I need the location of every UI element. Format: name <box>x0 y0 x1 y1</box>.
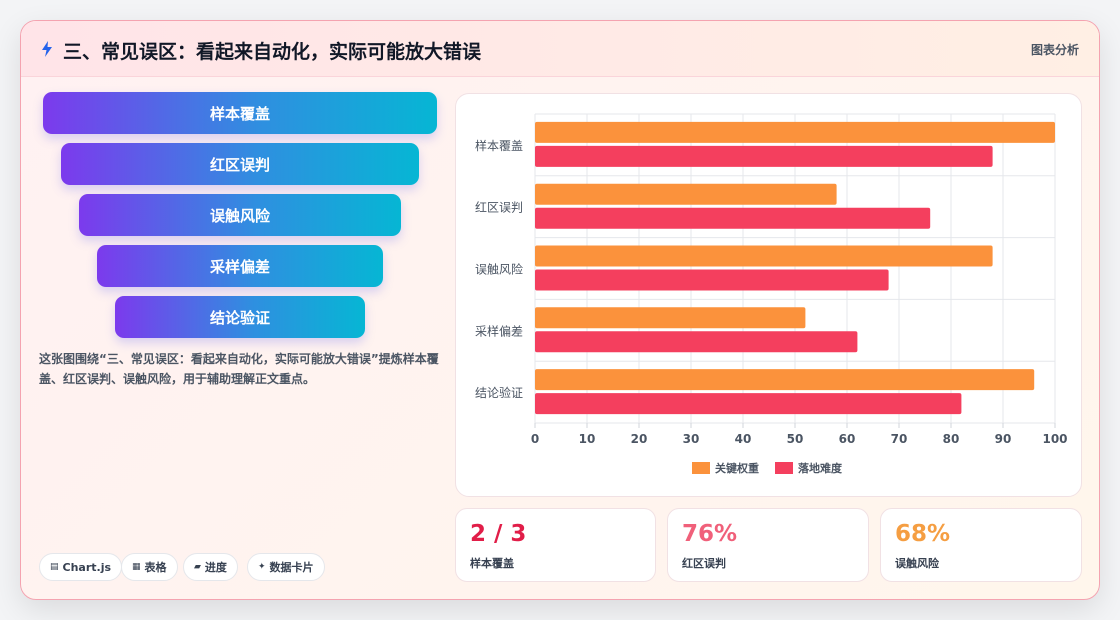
chip-label: 表格 <box>144 561 167 574</box>
y-tick-label: 误触风险 <box>475 262 523 277</box>
header-bar: 三、常见误区：看起来自动化，实际可能放大错误 图表分析 <box>21 21 1099 77</box>
bar-key-weight <box>535 183 837 205</box>
bar-key-weight <box>535 307 806 329</box>
funnel-step-1: 样本覆盖 <box>43 92 437 134</box>
x-tick-label: 0 <box>531 432 539 446</box>
stat-value: 76% <box>682 521 738 547</box>
chart-analysis-tag: 图表分析 <box>1030 43 1079 57</box>
stat-value: 2 / 3 <box>470 521 527 547</box>
y-tick-label: 样本覆盖 <box>475 138 523 153</box>
legend-label: 关键权重 <box>715 461 759 475</box>
stat-card-3: 68% 误触风险 <box>880 508 1082 582</box>
chip-label: 数据卡片 <box>269 561 314 574</box>
sparkle-icon: ✦ <box>258 562 266 572</box>
funnel-step-5: 结论验证 <box>115 296 365 338</box>
chip-data-card[interactable]: ✦ 数据卡片 <box>247 553 325 581</box>
lightning-icon <box>42 41 52 57</box>
description-text: 这张图围绕“三、常见误区：看起来自动化，实际可能放大错误”提炼样本覆盖、红区误判… <box>39 352 439 386</box>
x-tick-label: 90 <box>995 432 1012 446</box>
y-tick-label: 结论验证 <box>475 385 523 400</box>
progress-icon: ▰ <box>194 562 201 572</box>
stat-label: 误触风险 <box>895 557 939 570</box>
chip-label: 进度 <box>204 561 227 574</box>
stat-card-2: 76% 红区误判 <box>667 508 869 582</box>
funnel-step-3: 误触风险 <box>79 194 401 236</box>
x-tick-label: 80 <box>943 432 960 446</box>
y-tick-label: 采样偏差 <box>475 323 523 338</box>
main-card: 三、常见误区：看起来自动化，实际可能放大错误 图表分析 样本覆盖 红区误判 误触… <box>20 20 1100 600</box>
bar-difficulty <box>535 145 993 167</box>
stat-label: 样本覆盖 <box>470 557 514 570</box>
chart-icon: ▤ <box>50 562 59 572</box>
bar-difficulty <box>535 393 962 415</box>
stat-value: 68% <box>895 521 951 547</box>
bar-difficulty <box>535 331 858 353</box>
bar-difficulty <box>535 269 889 291</box>
legend-swatch <box>775 462 793 474</box>
legend-label: 落地难度 <box>798 461 843 475</box>
stat-label: 红区误判 <box>682 557 726 570</box>
x-tick-label: 50 <box>787 432 804 446</box>
page-title: 三、常见误区：看起来自动化，实际可能放大错误 <box>63 41 482 63</box>
x-tick-label: 30 <box>683 432 700 446</box>
x-tick-label: 20 <box>631 432 648 446</box>
funnel-step-4: 采样偏差 <box>97 245 383 287</box>
x-tick-label: 100 <box>1042 432 1067 446</box>
bar-key-weight <box>535 121 1055 143</box>
chip-chartjs[interactable]: ▤ Chart.js <box>39 553 123 581</box>
bar-key-weight <box>535 245 993 267</box>
chip-table[interactable]: ▦ 表格 <box>121 553 178 581</box>
funnel-step-2: 红区误判 <box>61 143 419 185</box>
bar-key-weight <box>535 369 1035 391</box>
table-icon: ▦ <box>132 562 141 572</box>
x-tick-label: 70 <box>891 432 908 446</box>
x-tick-label: 60 <box>839 432 856 446</box>
x-tick-label: 10 <box>579 432 596 446</box>
stat-card-1: 2 / 3 样本覆盖 <box>455 508 656 582</box>
x-tick-label: 40 <box>735 432 752 446</box>
y-tick-label: 红区误判 <box>475 200 523 215</box>
chip-progress[interactable]: ▰ 进度 <box>183 553 238 581</box>
bar-difficulty <box>535 207 931 229</box>
chip-label: Chart.js <box>62 560 112 574</box>
legend-swatch <box>692 462 710 474</box>
chart-panel: 样本覆盖红区误判误触风险采样偏差结论验证 0 10 20 30 40 50 60 70 80 90 1… <box>455 93 1082 497</box>
